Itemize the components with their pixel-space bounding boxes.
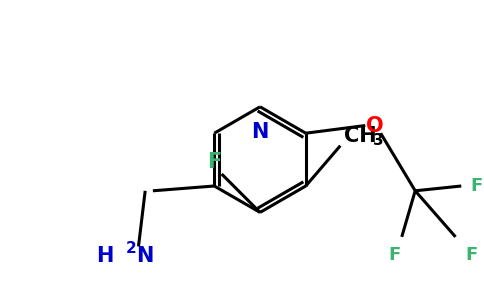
Text: O: O	[366, 116, 384, 136]
Text: F: F	[207, 152, 221, 172]
Text: F: F	[471, 177, 483, 195]
Text: F: F	[465, 247, 477, 265]
Text: 3: 3	[373, 134, 384, 148]
Text: 2: 2	[126, 241, 137, 256]
Text: H: H	[96, 246, 114, 266]
Text: F: F	[388, 247, 400, 265]
Text: N: N	[251, 122, 269, 142]
Text: N: N	[136, 246, 154, 266]
Text: CH: CH	[344, 126, 377, 146]
